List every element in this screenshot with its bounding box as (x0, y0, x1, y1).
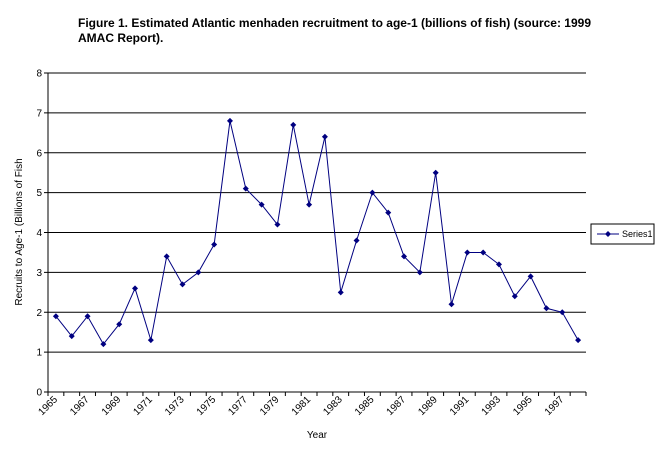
x-tick-label: 1981 (290, 394, 314, 418)
data-point (337, 289, 344, 296)
data-point (480, 249, 487, 256)
data-point (195, 269, 202, 276)
x-tick-label: 1973 (163, 394, 187, 418)
data-point (401, 253, 408, 260)
y-tick-label: 4 (36, 228, 42, 239)
data-point (163, 253, 170, 260)
legend-label-series1: Series1 (622, 229, 653, 239)
data-point (290, 121, 297, 128)
y-tick-label: 8 (36, 69, 42, 80)
x-tick-labels: 1965 1967 1969 1971 1973 1975 1977 1979 1981 1983… (37, 394, 567, 418)
legend-marker (605, 231, 611, 237)
series-group (52, 117, 582, 348)
chart-title-line-1: Figure 1. Estimated Atlantic menhaden re… (78, 16, 591, 30)
chart-title-line-2: AMAC Report). (78, 31, 164, 45)
axes (44, 72, 587, 396)
series-line (55, 120, 579, 346)
data-point (242, 185, 249, 192)
data-point (464, 249, 471, 256)
y-tick-label: 7 (36, 108, 42, 119)
data-point (353, 237, 360, 244)
data-point (84, 313, 91, 320)
data-point (258, 201, 265, 208)
data-point (527, 273, 534, 280)
data-point (116, 321, 123, 328)
data-point (575, 337, 582, 344)
x-tick-label: 1987 (385, 394, 409, 418)
x-tick-label: 1997 (543, 394, 567, 418)
data-point (274, 221, 281, 228)
y-axis-label: Recruits to Age-1 (Billions of Fish (14, 158, 25, 305)
data-point (511, 293, 518, 300)
data-point (416, 269, 423, 276)
y-tick-label: 0 (36, 388, 42, 399)
x-tick-label: 1991 (448, 394, 472, 418)
x-tick-label: 1995 (511, 394, 535, 418)
x-tick-label: 1979 (258, 394, 282, 418)
legend-box (590, 223, 655, 245)
x-tick-label: 1993 (480, 394, 504, 418)
data-point (68, 333, 75, 340)
data-point (147, 337, 154, 344)
x-tick-label: 1977 (226, 394, 250, 418)
data-point (543, 305, 550, 312)
data-point (495, 261, 502, 268)
gridlines (48, 72, 586, 353)
x-tick-label: 1983 (321, 394, 345, 418)
data-point (448, 301, 455, 308)
x-tick-label: 1989 (416, 394, 440, 418)
y-tick-labels: 0 1 2 3 4 5 6 7 8 (36, 69, 42, 399)
data-point (179, 281, 186, 288)
data-point (52, 313, 59, 320)
data-point (321, 133, 328, 140)
data-point (559, 309, 566, 316)
x-tick-label: 1975 (195, 394, 219, 418)
data-point (100, 341, 107, 348)
x-tick-label: 1971 (131, 394, 155, 418)
y-tick-label: 6 (36, 148, 42, 159)
chart-title: Figure 1. Estimated Atlantic menhaden re… (78, 16, 638, 46)
x-tick-label: 1985 (353, 394, 377, 418)
y-tick-label: 3 (36, 268, 42, 279)
x-tick-label: 1967 (68, 394, 92, 418)
data-point (369, 189, 376, 196)
data-point (432, 169, 439, 176)
data-point (385, 209, 392, 216)
legend: Series1 (590, 223, 655, 245)
data-point (226, 117, 233, 124)
y-tick-label: 5 (36, 188, 42, 199)
data-point (211, 241, 218, 248)
y-tick-label: 1 (36, 348, 42, 359)
data-point (132, 285, 139, 292)
y-tick-label: 2 (36, 308, 42, 319)
data-point (306, 201, 313, 208)
x-tick-label: 1969 (100, 394, 124, 418)
x-axis-label: Year (307, 430, 328, 441)
